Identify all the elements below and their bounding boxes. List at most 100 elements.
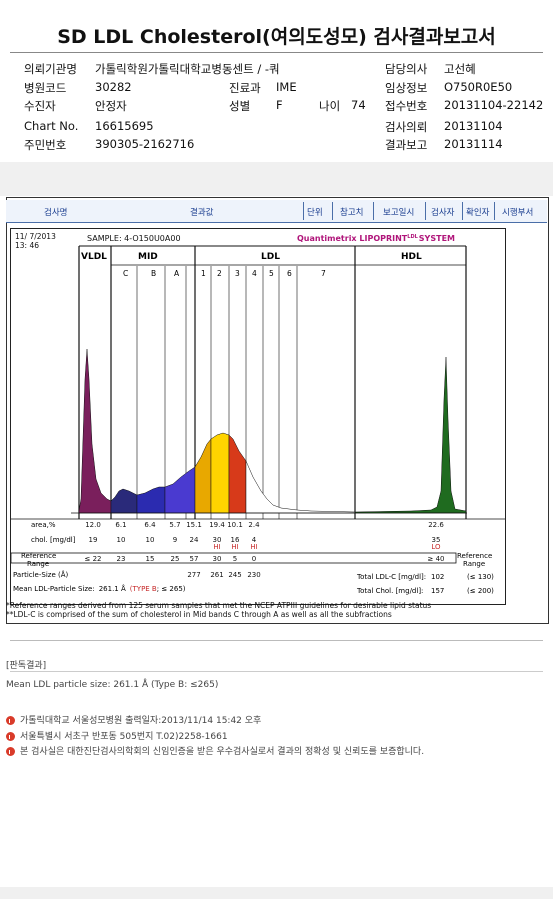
particle-size: 261 [210, 571, 223, 579]
info-label-hospital-code: 병원코드 [24, 81, 67, 95]
hi-flag: HI [250, 543, 257, 551]
ref-value: 15 [146, 555, 155, 563]
bullet-icon [6, 747, 15, 756]
report-title: SD LDL Cholesterol(여의도성모) 검사결과보고서 [57, 26, 496, 48]
info-sex: F [276, 98, 283, 112]
area-value: 19.4 [209, 521, 225, 529]
area-value: 12.0 [85, 521, 101, 529]
total-chol-label: Total Chol. [mg/dl]: [356, 587, 423, 595]
chol-value: 9 [173, 536, 177, 544]
mid-a-fill [164, 466, 196, 514]
info-label-receipt: 접수번호 [385, 99, 428, 113]
chol-hdl: 35 [432, 536, 441, 544]
col-separator [462, 202, 463, 220]
interpretation-header: [판독결과] [6, 661, 47, 671]
col-separator [373, 202, 374, 220]
mid-b-fill [136, 486, 166, 514]
info-id: 390305-2162716 [95, 137, 195, 151]
info-test-date: 20131104 [444, 119, 503, 133]
ref-hdl: ≥ 40 [428, 555, 445, 563]
info-receipt: 20131104-22142 [444, 98, 544, 112]
info-label-sex: 성별 [229, 99, 251, 113]
ref-value: 0 [252, 555, 256, 563]
col-separator [425, 202, 426, 220]
ref-value: 30 [213, 555, 222, 563]
col-separator [494, 202, 495, 220]
ldl-band-7: 7 [321, 269, 326, 278]
area-value: 6.1 [115, 521, 126, 529]
info-age: 74 [351, 98, 366, 112]
col-result: 결과값 [190, 208, 214, 218]
info-patient: 안정자 [95, 99, 127, 113]
ldl-band-5: 5 [269, 269, 274, 278]
group-hdl: HDL [401, 252, 422, 262]
col-reference: 참고치 [340, 208, 364, 218]
page-bottom-band [0, 887, 553, 899]
info-report-date: 20131114 [444, 137, 503, 151]
ldl1-fill [194, 438, 212, 514]
footer-address: 서울특별시 서초구 반포동 505번지 T.02)2258-1661 [6, 729, 228, 742]
footer-certification: 본 검사실은 대한진단검사의학회의 신임인증을 받은 우수검사실로서 결과의 정… [6, 744, 424, 757]
ldl-band-2: 2 [217, 269, 222, 278]
group-mid: MID [138, 252, 158, 262]
col-separator [332, 202, 333, 220]
ldl-band-6: 6 [287, 269, 292, 278]
hdl-peak [354, 356, 467, 514]
ref-value: 25 [171, 555, 180, 563]
ref-value: 57 [190, 555, 199, 563]
ldl-band-3: 3 [235, 269, 240, 278]
info-chart: 16615695 [95, 119, 154, 133]
result-column-header [6, 200, 547, 223]
lipoprint-svg: 11/ 7/2013 13: 46 SAMPLE: 4-O150U0A00 Qu… [11, 232, 505, 595]
lo-flag: LO [431, 543, 441, 551]
col-unit: 단위 [307, 208, 323, 218]
ldl-band-1: 1 [201, 269, 206, 278]
particle-size: 245 [228, 571, 241, 579]
total-chol-value: 157 [431, 587, 444, 595]
area-label: area,% [31, 521, 56, 529]
info-label-chart: Chart No. [24, 119, 79, 133]
ref-label-right: Reference Range [457, 552, 492, 568]
ldl-band-4: 4 [252, 269, 257, 278]
section-divider [10, 640, 543, 641]
chart-time: 13: 46 [15, 241, 39, 250]
mid-c-fill [110, 488, 138, 514]
area-value: 10.1 [227, 521, 243, 529]
chol-label: chol. [mg/dl] [31, 536, 76, 544]
footnote-reference: *Reference ranges derived from 125 serum… [6, 601, 432, 610]
chol-value: 10 [117, 536, 126, 544]
section-gap [0, 162, 553, 196]
lipoprint-chart: 11/ 7/2013 13: 46 SAMPLE: 4-O150U0A00 Qu… [10, 228, 506, 605]
chol-value: 10 [146, 536, 155, 544]
hi-flag: HI [231, 543, 238, 551]
particle-size: 230 [247, 571, 260, 579]
info-label-dept: 진료과 [229, 81, 261, 95]
size-label: Particle-Size (Å) [13, 570, 69, 579]
ref-value: ≤ 22 [85, 555, 102, 563]
ldl3-fill [228, 434, 247, 514]
ref-value: 5 [233, 555, 237, 563]
table-values: 12.0 6.1 6.4 5.7 15.1 19.4 10.1 2.4 22.6 19 10 10 9 2… [85, 521, 445, 579]
info-clinical: O750R0E50 [444, 80, 513, 94]
col-test-name: 검사명 [44, 208, 68, 218]
col-report-time: 보고일시 [383, 208, 415, 218]
chol-value: 16 [231, 536, 240, 544]
info-doctor: 고선혜 [444, 62, 476, 76]
info-label-doctor: 담당의사 [385, 62, 428, 76]
group-ldl: LDL [261, 252, 280, 262]
mid-band-a: A [174, 269, 180, 278]
bullet-icon [6, 716, 15, 725]
particle-size: 277 [187, 571, 200, 579]
mid-band-c: C [123, 269, 128, 278]
chart-brand: Quantimetrix LIPOPRINTLDLSYSTEM [297, 234, 455, 243]
ref-label: Reference Range [21, 552, 56, 568]
band-labels: C B A 1 2 3 4 5 6 7 [123, 269, 326, 278]
ref-row-box [11, 552, 457, 564]
footer-hospital: 가톨릭대학교 서울성모병원 출력일자:2013/11/14 15:42 오후 [6, 713, 261, 726]
info-label-report-date: 결과보고 [385, 138, 428, 152]
area-hdl: 22.6 [428, 521, 444, 529]
info-institution: 가톨릭학원가톨릭대학교병동센트 / -쿼 [95, 62, 280, 76]
ref-value: 23 [117, 555, 126, 563]
chart-sample: SAMPLE: 4-O150U0A00 [87, 234, 181, 243]
chart-date: 11/ 7/2013 [15, 232, 56, 241]
